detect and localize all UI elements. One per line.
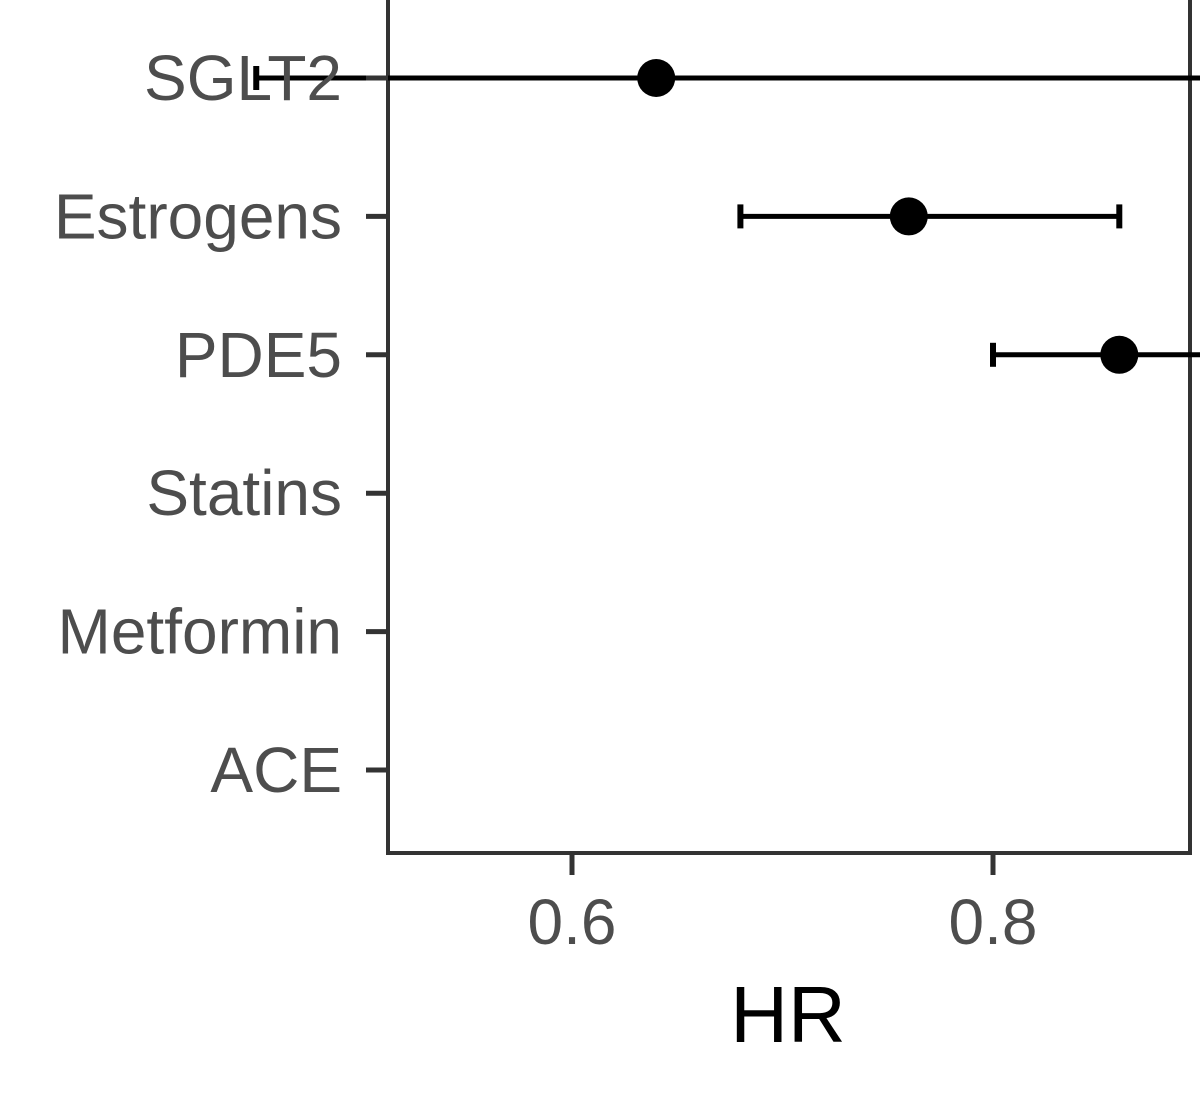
y-tick-label-statins: Statins bbox=[146, 457, 342, 529]
y-tick-label-pde5: PDE5 bbox=[175, 319, 342, 391]
y-axis: SGLT2 Estrogens PDE5 Statins Metformin ACE bbox=[54, 42, 388, 806]
y-tick-label-metformin: Metformin bbox=[58, 596, 343, 668]
row-pde5 bbox=[990, 335, 1200, 374]
x-axis: 0.60.81.0 bbox=[528, 853, 1038, 958]
plot-panel bbox=[386, 0, 1192, 855]
x-tick-label-0.6: 0.6 bbox=[528, 886, 617, 958]
y-tick-label-estrogens: Estrogens bbox=[54, 180, 342, 252]
x-axis-title: HR bbox=[730, 970, 846, 1059]
hr-point-pde5 bbox=[1100, 335, 1139, 374]
x-tick-label-0.8: 0.8 bbox=[949, 886, 1038, 958]
hr-point-estrogens bbox=[889, 197, 928, 236]
row-sglt2 bbox=[253, 59, 1200, 97]
data-marks-layer bbox=[253, 59, 1200, 374]
panel-border bbox=[386, 0, 1192, 855]
row-estrogens bbox=[737, 197, 1123, 236]
hr-point-sglt2 bbox=[637, 59, 676, 97]
y-tick-label-ace: ACE bbox=[210, 734, 342, 806]
y-tick-label-sglt2: SGLT2 bbox=[144, 42, 342, 114]
